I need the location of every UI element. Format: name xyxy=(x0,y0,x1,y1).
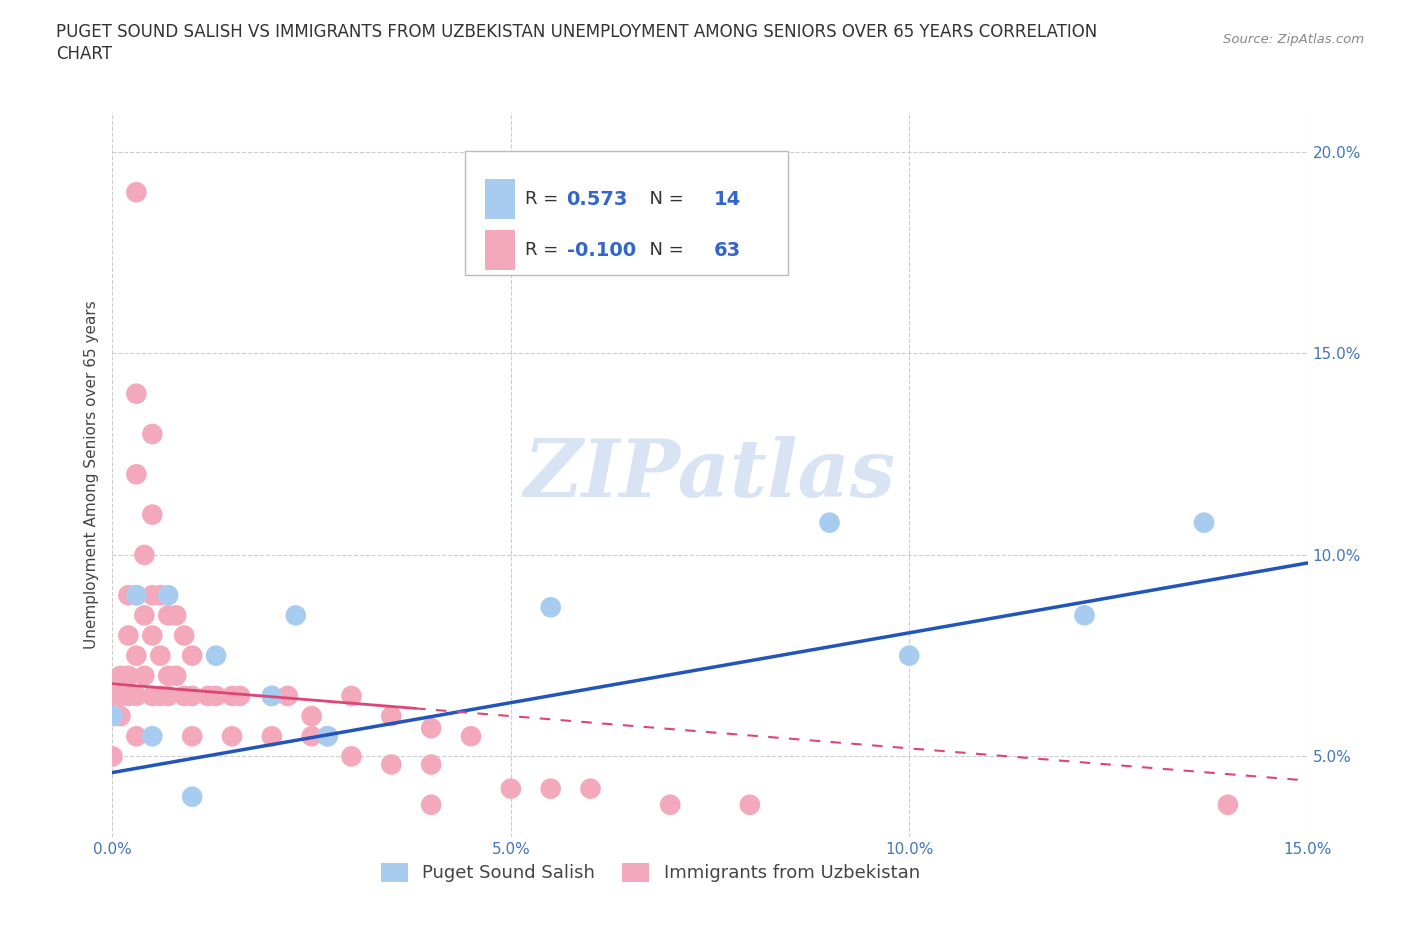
Point xyxy=(579,781,602,796)
Text: -0.100: -0.100 xyxy=(567,241,636,259)
FancyBboxPatch shape xyxy=(485,231,515,271)
Point xyxy=(157,588,180,603)
Text: Source: ZipAtlas.com: Source: ZipAtlas.com xyxy=(1223,33,1364,46)
Point xyxy=(181,648,204,663)
Text: N =: N = xyxy=(638,191,690,208)
Point xyxy=(1192,515,1215,530)
Point xyxy=(229,688,252,703)
Point xyxy=(125,386,148,401)
Text: 63: 63 xyxy=(714,241,741,259)
Point xyxy=(301,729,323,744)
Point xyxy=(260,729,283,744)
Point xyxy=(221,688,243,703)
Point xyxy=(181,790,204,804)
Point xyxy=(141,427,163,442)
Point xyxy=(173,688,195,703)
Point xyxy=(197,688,219,703)
Point xyxy=(101,709,124,724)
Point xyxy=(260,688,283,703)
Point xyxy=(1216,797,1239,812)
Point xyxy=(277,688,299,703)
Point xyxy=(301,709,323,724)
Point xyxy=(141,628,163,643)
Point xyxy=(110,709,132,724)
Point xyxy=(659,797,682,812)
Point xyxy=(149,588,172,603)
Point xyxy=(149,648,172,663)
Point xyxy=(221,729,243,744)
FancyBboxPatch shape xyxy=(485,179,515,219)
Point xyxy=(316,729,339,744)
Point xyxy=(141,688,163,703)
Point xyxy=(141,729,163,744)
Point xyxy=(117,669,139,684)
Point xyxy=(420,757,443,772)
Point xyxy=(134,608,156,623)
Point xyxy=(125,688,148,703)
Text: R =: R = xyxy=(524,241,564,259)
Point xyxy=(134,548,156,563)
Point xyxy=(117,688,139,703)
Point xyxy=(125,729,148,744)
Point xyxy=(738,797,761,812)
Point xyxy=(316,729,339,744)
Point xyxy=(101,709,124,724)
Point xyxy=(141,588,163,603)
Point xyxy=(117,628,139,643)
Point xyxy=(540,600,562,615)
Text: N =: N = xyxy=(638,241,690,259)
Y-axis label: Unemployment Among Seniors over 65 years: Unemployment Among Seniors over 65 years xyxy=(83,300,98,649)
Point xyxy=(380,709,402,724)
Point xyxy=(1073,608,1095,623)
Point xyxy=(101,749,124,764)
Point xyxy=(499,781,522,796)
Point xyxy=(205,648,228,663)
Point xyxy=(125,588,148,603)
Point xyxy=(157,669,180,684)
Text: R =: R = xyxy=(524,191,564,208)
Point xyxy=(460,729,482,744)
Point xyxy=(540,781,562,796)
Point xyxy=(420,721,443,736)
Point xyxy=(165,608,187,623)
Point xyxy=(205,688,228,703)
Text: PUGET SOUND SALISH VS IMMIGRANTS FROM UZBEKISTAN UNEMPLOYMENT AMONG SENIORS OVER: PUGET SOUND SALISH VS IMMIGRANTS FROM UZ… xyxy=(56,23,1098,41)
Point xyxy=(125,648,148,663)
FancyBboxPatch shape xyxy=(465,152,787,275)
Point xyxy=(340,688,363,703)
Point xyxy=(818,515,841,530)
Point xyxy=(420,797,443,812)
Point xyxy=(157,688,180,703)
Text: ZIPatlas: ZIPatlas xyxy=(524,435,896,513)
Point xyxy=(134,669,156,684)
Point xyxy=(260,688,283,703)
Point xyxy=(284,608,307,623)
Point xyxy=(141,507,163,522)
Point xyxy=(181,729,204,744)
Point xyxy=(101,688,124,703)
Point xyxy=(898,648,921,663)
Point xyxy=(117,588,139,603)
Point xyxy=(181,688,204,703)
Text: CHART: CHART xyxy=(56,45,112,62)
Point xyxy=(380,757,402,772)
Point xyxy=(165,669,187,684)
Point xyxy=(125,588,148,603)
Point xyxy=(340,749,363,764)
Point xyxy=(110,688,132,703)
Point xyxy=(125,467,148,482)
Point xyxy=(110,669,132,684)
Point xyxy=(149,688,172,703)
Point xyxy=(125,185,148,200)
Legend: Puget Sound Salish, Immigrants from Uzbekistan: Puget Sound Salish, Immigrants from Uzbe… xyxy=(374,856,927,890)
Point xyxy=(157,608,180,623)
Text: 0.573: 0.573 xyxy=(567,190,628,208)
Text: 14: 14 xyxy=(714,190,741,208)
Point xyxy=(173,628,195,643)
